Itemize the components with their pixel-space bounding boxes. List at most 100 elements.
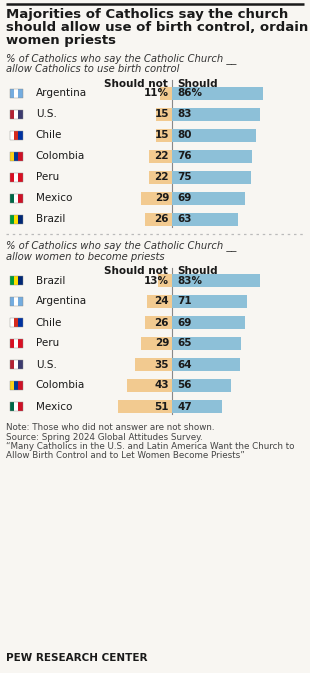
Text: 35: 35 xyxy=(155,359,169,369)
Bar xyxy=(172,87,263,100)
Bar xyxy=(14,110,19,118)
Bar xyxy=(19,194,23,203)
Text: Should: Should xyxy=(177,79,218,89)
Text: 71: 71 xyxy=(177,297,192,306)
Bar xyxy=(14,172,19,182)
Bar xyxy=(14,402,19,411)
Text: Colombia: Colombia xyxy=(36,151,85,161)
Bar xyxy=(156,108,172,120)
Text: Chile: Chile xyxy=(36,130,62,140)
Bar xyxy=(19,318,23,327)
Bar xyxy=(172,192,245,205)
Bar xyxy=(14,194,19,203)
Text: allow women to become priests: allow women to become priests xyxy=(6,252,165,262)
Bar xyxy=(145,213,172,225)
Bar xyxy=(172,129,256,141)
Text: women priests: women priests xyxy=(6,34,116,47)
Bar xyxy=(14,89,19,98)
Text: Should: Should xyxy=(177,267,218,277)
Bar xyxy=(172,316,245,329)
Bar xyxy=(10,131,14,139)
Bar xyxy=(19,381,23,390)
Bar xyxy=(19,89,23,98)
Bar xyxy=(158,274,172,287)
Bar xyxy=(19,297,23,306)
Text: Should not: Should not xyxy=(104,79,168,89)
Bar xyxy=(149,170,172,184)
Text: Peru: Peru xyxy=(36,339,59,349)
Bar xyxy=(10,360,14,369)
Text: 24: 24 xyxy=(154,297,169,306)
Text: 22: 22 xyxy=(155,172,169,182)
Bar xyxy=(156,129,172,141)
Text: “Many Catholics in the U.S. and Latin America Want the Church to: “Many Catholics in the U.S. and Latin Am… xyxy=(6,442,294,451)
Bar xyxy=(141,337,172,350)
Bar xyxy=(172,108,259,120)
Bar xyxy=(161,87,172,100)
Text: % of Catholics who say the Catholic Church __: % of Catholics who say the Catholic Chur… xyxy=(6,53,236,64)
Text: 56: 56 xyxy=(177,380,192,390)
Text: Mexico: Mexico xyxy=(36,193,72,203)
Bar xyxy=(10,194,23,203)
Text: Chile: Chile xyxy=(36,318,62,328)
Bar xyxy=(19,402,23,411)
Text: 83: 83 xyxy=(177,109,192,119)
Text: 11%: 11% xyxy=(144,88,169,98)
Bar xyxy=(145,316,172,329)
Bar xyxy=(10,276,23,285)
Bar xyxy=(172,400,222,413)
Text: 83%: 83% xyxy=(177,275,202,285)
Bar xyxy=(10,381,23,390)
Bar xyxy=(14,151,19,160)
Bar xyxy=(135,358,172,371)
Bar xyxy=(10,172,14,182)
Text: Source: Spring 2024 Global Attitudes Survey.: Source: Spring 2024 Global Attitudes Sur… xyxy=(6,433,203,441)
Text: 29: 29 xyxy=(155,193,169,203)
Bar xyxy=(14,339,19,348)
Bar xyxy=(147,295,172,308)
Bar xyxy=(19,339,23,348)
Text: PEW RESEARCH CENTER: PEW RESEARCH CENTER xyxy=(6,653,148,663)
Bar xyxy=(10,215,23,223)
Text: 86%: 86% xyxy=(177,88,202,98)
Text: 29: 29 xyxy=(155,339,169,349)
Bar xyxy=(14,131,19,139)
Text: should allow use of birth control, ordain: should allow use of birth control, ordai… xyxy=(6,21,308,34)
Text: 13%: 13% xyxy=(144,275,169,285)
Bar xyxy=(172,149,252,162)
Bar xyxy=(172,337,241,350)
Bar xyxy=(10,172,23,182)
Text: 26: 26 xyxy=(155,318,169,328)
Bar xyxy=(19,360,23,369)
Text: 64: 64 xyxy=(177,359,192,369)
Text: Brazil: Brazil xyxy=(36,275,65,285)
Text: Brazil: Brazil xyxy=(36,214,65,224)
Bar xyxy=(172,274,259,287)
Bar xyxy=(149,149,172,162)
Text: Argentina: Argentina xyxy=(36,297,87,306)
Text: 26: 26 xyxy=(155,214,169,224)
Text: % of Catholics who say the Catholic Church __: % of Catholics who say the Catholic Chur… xyxy=(6,240,236,252)
Bar xyxy=(10,339,23,348)
Bar xyxy=(14,318,19,327)
Bar xyxy=(19,151,23,160)
Bar xyxy=(10,318,14,327)
Bar xyxy=(10,402,14,411)
Bar xyxy=(172,213,238,225)
Text: 51: 51 xyxy=(155,402,169,411)
Bar xyxy=(118,400,172,413)
Text: Allow Birth Control and to Let Women Become Priests”: Allow Birth Control and to Let Women Bec… xyxy=(6,452,245,460)
Text: Colombia: Colombia xyxy=(36,380,85,390)
Text: Majorities of Catholics say the church: Majorities of Catholics say the church xyxy=(6,8,288,21)
Bar xyxy=(14,276,19,285)
Bar xyxy=(10,381,14,390)
Bar xyxy=(10,297,23,306)
Text: 65: 65 xyxy=(177,339,192,349)
Bar xyxy=(14,381,19,390)
Text: Should not: Should not xyxy=(104,267,168,277)
Text: 15: 15 xyxy=(155,109,169,119)
Text: 69: 69 xyxy=(177,318,192,328)
Text: allow Catholics to use birth control: allow Catholics to use birth control xyxy=(6,64,179,74)
Text: Peru: Peru xyxy=(36,172,59,182)
Bar xyxy=(10,318,23,327)
